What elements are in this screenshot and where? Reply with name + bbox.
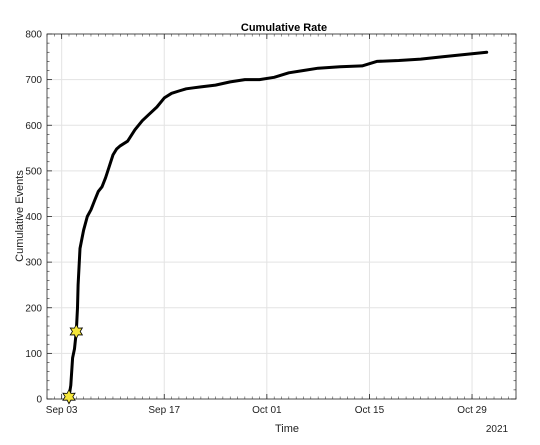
x-tick-label: Oct 01 (252, 405, 282, 416)
y-tick-label: 600 (25, 121, 42, 132)
y-tick-label: 400 (25, 212, 42, 223)
marker-group (62, 323, 84, 405)
x-tick-label: Oct 29 (457, 405, 487, 416)
star-marker (62, 388, 76, 405)
y-axis: 0 100 200 300 400 500 600 700 800 (25, 30, 516, 406)
chart-title: Cumulative Rate (241, 22, 327, 34)
star-marker (69, 323, 84, 340)
series-group (67, 50, 489, 399)
y-tick-label: 200 (25, 303, 42, 314)
x-axis-year-label: 2021 (486, 424, 509, 435)
y-tick-label: 300 (25, 258, 42, 269)
y-tick-label: 500 (25, 166, 42, 177)
y-tick-label: 700 (25, 75, 42, 86)
y-tick-label: 0 (36, 395, 42, 406)
series-line (67, 50, 489, 399)
x-axis-label: Time (275, 423, 299, 435)
y-axis-label: Cumulative Events (14, 170, 26, 262)
x-tick-label: Oct 15 (355, 405, 385, 416)
grid (47, 33, 516, 400)
x-tick-label: Sep 17 (148, 405, 180, 416)
x-tick-label: Sep 03 (46, 405, 78, 416)
x-axis: Sep 03 Sep 17 Oct 01 Oct 15 Oct 29 (46, 34, 517, 416)
y-tick-label: 100 (25, 349, 42, 360)
y-tick-label: 800 (25, 30, 42, 41)
